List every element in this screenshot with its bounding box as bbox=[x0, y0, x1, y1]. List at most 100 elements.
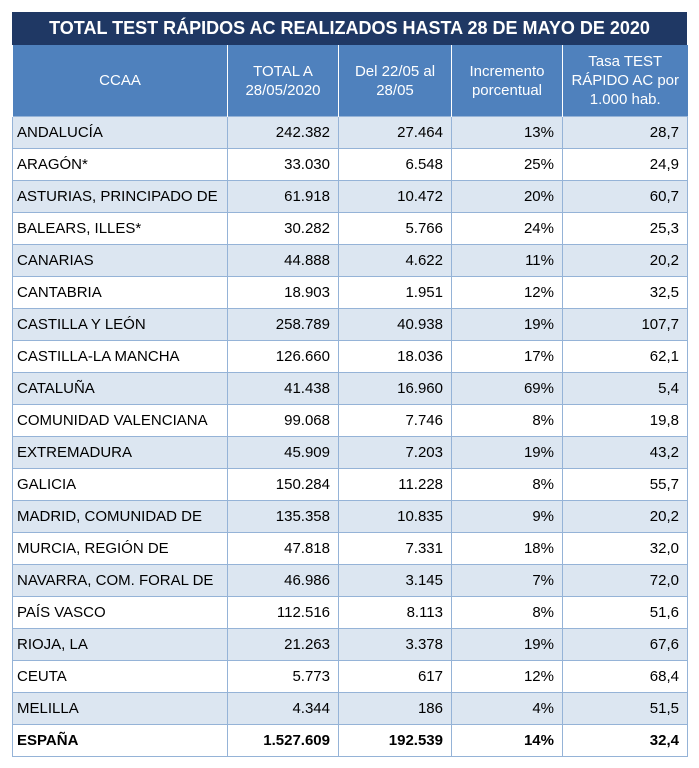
region-cell: BALEARS, ILLES* bbox=[12, 212, 228, 245]
table-row: MURCIA, REGIÓN DE 47.818 7.331 18% 32,0 bbox=[12, 532, 688, 565]
value-cell: 45.909 bbox=[227, 436, 339, 469]
value-cell: 150.284 bbox=[227, 468, 339, 501]
value-cell: 28,7 bbox=[562, 116, 688, 149]
value-cell: 19% bbox=[451, 308, 563, 341]
total-label: ESPAÑA bbox=[12, 724, 228, 757]
value-cell: 51,5 bbox=[562, 692, 688, 725]
value-cell: 41.438 bbox=[227, 372, 339, 405]
value-cell: 9% bbox=[451, 500, 563, 533]
region-cell: PAÍS VASCO bbox=[12, 596, 228, 629]
value-cell: 10.835 bbox=[338, 500, 452, 533]
value-cell: 19% bbox=[451, 628, 563, 661]
table-row: NAVARRA, COM. FORAL DE 46.986 3.145 7% 72,0 bbox=[12, 564, 688, 597]
table-body: ANDALUCÍA 242.382 27.464 13% 28,7 ARAGÓN* 33.0… bbox=[12, 116, 688, 757]
value-cell: 20% bbox=[451, 180, 563, 213]
region-cell: COMUNIDAD VALENCIANA bbox=[12, 404, 228, 437]
table-row: CANARIAS 44.888 4.622 11% 20,2 bbox=[12, 244, 688, 277]
table-row: ASTURIAS, PRINCIPADO DE 61.918 10.472 20% 60… bbox=[12, 180, 688, 213]
value-cell: 7.331 bbox=[338, 532, 452, 565]
value-cell: 242.382 bbox=[227, 116, 339, 149]
value-cell: 20,2 bbox=[562, 500, 688, 533]
value-cell: 18.903 bbox=[227, 276, 339, 309]
value-cell: 69% bbox=[451, 372, 563, 405]
value-cell: 112.516 bbox=[227, 596, 339, 629]
table-title: TOTAL TEST RÁPIDOS AC REALIZADOS HASTA 2… bbox=[12, 12, 687, 45]
value-cell: 135.358 bbox=[227, 500, 339, 533]
header-row: CCAA TOTAL A 28/05/2020 Del 22/05 al 28/05… bbox=[12, 45, 688, 117]
region-cell: RIOJA, LA bbox=[12, 628, 228, 661]
value-cell: 19,8 bbox=[562, 404, 688, 437]
value-cell: 68,4 bbox=[562, 660, 688, 693]
table-row: EXTREMADURA 45.909 7.203 19% 43,2 bbox=[12, 436, 688, 469]
table-row: CANTABRIA 18.903 1.951 12% 32,5 bbox=[12, 276, 688, 309]
value-cell: 8.113 bbox=[338, 596, 452, 629]
value-cell: 7.203 bbox=[338, 436, 452, 469]
value-cell: 12% bbox=[451, 276, 563, 309]
region-cell: CASTILLA Y LEÓN bbox=[12, 308, 228, 341]
value-cell: 27.464 bbox=[338, 116, 452, 149]
value-cell: 126.660 bbox=[227, 340, 339, 373]
value-cell: 99.068 bbox=[227, 404, 339, 437]
table-row: BALEARS, ILLES* 30.282 5.766 24% 25,3 bbox=[12, 212, 688, 245]
value-cell: 67,6 bbox=[562, 628, 688, 661]
value-cell: 5,4 bbox=[562, 372, 688, 405]
value-cell: 5.773 bbox=[227, 660, 339, 693]
value-cell: 51,6 bbox=[562, 596, 688, 629]
region-cell: ANDALUCÍA bbox=[12, 116, 228, 149]
total-row: ESPAÑA 1.527.609 192.539 14% 32,4 bbox=[12, 724, 688, 757]
value-cell: 47.818 bbox=[227, 532, 339, 565]
value-cell: 8% bbox=[451, 468, 563, 501]
total-cell: 1.527.609 bbox=[227, 724, 339, 757]
value-cell: 72,0 bbox=[562, 564, 688, 597]
value-cell: 33.030 bbox=[227, 148, 339, 181]
value-cell: 43,2 bbox=[562, 436, 688, 469]
value-cell: 32,5 bbox=[562, 276, 688, 309]
value-cell: 30.282 bbox=[227, 212, 339, 245]
table-row: CASTILLA-LA MANCHA 126.660 18.036 17% 62,1 bbox=[12, 340, 688, 373]
value-cell: 4% bbox=[451, 692, 563, 725]
value-cell: 44.888 bbox=[227, 244, 339, 277]
region-cell: MURCIA, REGIÓN DE bbox=[12, 532, 228, 565]
value-cell: 10.472 bbox=[338, 180, 452, 213]
header-cell: CCAA bbox=[12, 45, 228, 117]
region-cell: CANTABRIA bbox=[12, 276, 228, 309]
value-cell: 6.548 bbox=[338, 148, 452, 181]
value-cell: 258.789 bbox=[227, 308, 339, 341]
value-cell: 25,3 bbox=[562, 212, 688, 245]
region-cell: MELILLA bbox=[12, 692, 228, 725]
value-cell: 19% bbox=[451, 436, 563, 469]
value-cell: 40.938 bbox=[338, 308, 452, 341]
header-cell: TOTAL A 28/05/2020 bbox=[227, 45, 339, 117]
table-row: PAÍS VASCO 112.516 8.113 8% 51,6 bbox=[12, 596, 688, 629]
value-cell: 32,0 bbox=[562, 532, 688, 565]
value-cell: 25% bbox=[451, 148, 563, 181]
region-cell: CATALUÑA bbox=[12, 372, 228, 405]
region-cell: GALICIA bbox=[12, 468, 228, 501]
value-cell: 55,7 bbox=[562, 468, 688, 501]
value-cell: 4.344 bbox=[227, 692, 339, 725]
header-cell: Incremento porcentual bbox=[451, 45, 563, 117]
value-cell: 8% bbox=[451, 596, 563, 629]
value-cell: 7.746 bbox=[338, 404, 452, 437]
value-cell: 60,7 bbox=[562, 180, 688, 213]
region-cell: CASTILLA-LA MANCHA bbox=[12, 340, 228, 373]
value-cell: 61.918 bbox=[227, 180, 339, 213]
region-cell: CEUTA bbox=[12, 660, 228, 693]
header-cell: Del 22/05 al 28/05 bbox=[338, 45, 452, 117]
region-cell: EXTREMADURA bbox=[12, 436, 228, 469]
region-cell: NAVARRA, COM. FORAL DE bbox=[12, 564, 228, 597]
total-cell: 192.539 bbox=[338, 724, 452, 757]
value-cell: 617 bbox=[338, 660, 452, 693]
value-cell: 18.036 bbox=[338, 340, 452, 373]
table-row: GALICIA 150.284 11.228 8% 55,7 bbox=[12, 468, 688, 501]
value-cell: 16.960 bbox=[338, 372, 452, 405]
value-cell: 11.228 bbox=[338, 468, 452, 501]
table-row: ANDALUCÍA 242.382 27.464 13% 28,7 bbox=[12, 116, 688, 149]
table-row: COMUNIDAD VALENCIANA 99.068 7.746 8% 19,8 bbox=[12, 404, 688, 437]
value-cell: 13% bbox=[451, 116, 563, 149]
table-row: ARAGÓN* 33.030 6.548 25% 24,9 bbox=[12, 148, 688, 181]
value-cell: 107,7 bbox=[562, 308, 688, 341]
table-row: RIOJA, LA 21.263 3.378 19% 67,6 bbox=[12, 628, 688, 661]
value-cell: 12% bbox=[451, 660, 563, 693]
region-cell: CANARIAS bbox=[12, 244, 228, 277]
